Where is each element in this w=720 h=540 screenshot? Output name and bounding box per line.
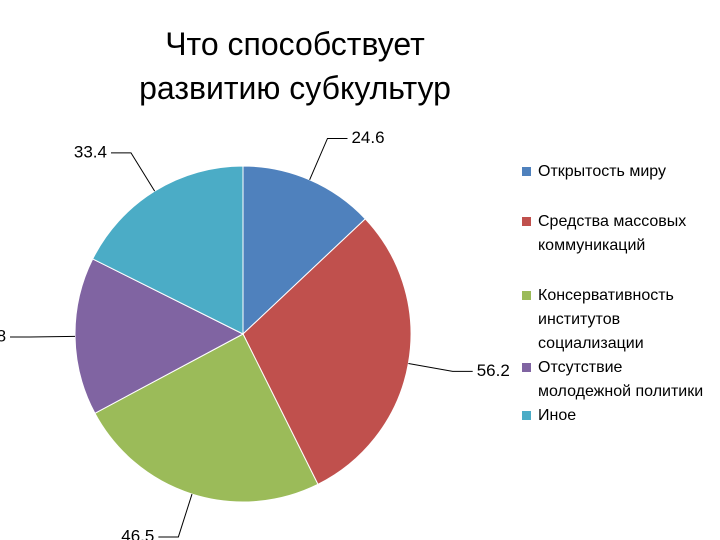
leader-line: [309, 137, 348, 180]
leader-line: [158, 493, 193, 538]
legend-swatch: [522, 167, 531, 176]
legend-entry: Отсутствие молодежной политики: [522, 356, 712, 404]
pie-slice: [242, 165, 367, 336]
chart-title: Что способствует развитию субкультур: [139, 26, 451, 106]
legend-label: Открытость миру: [538, 163, 666, 180]
legend-label: Средства массовых коммуникаций: [538, 213, 687, 254]
data-label: 46.5: [121, 526, 154, 540]
leader-line: [110, 152, 156, 192]
legend-entry: Иное: [522, 404, 712, 428]
legend-swatch: [522, 411, 531, 420]
legend-swatch: [522, 291, 531, 300]
data-label: 56.2: [477, 361, 510, 380]
legend-entry: Средства массовых коммуникаций: [522, 210, 712, 258]
legend-swatch: [522, 217, 531, 226]
legend: Открытость миру Средства массовых коммуни…: [522, 160, 712, 428]
pie-slice: [92, 165, 244, 335]
data-label: 24.6: [351, 128, 384, 147]
legend-swatch: [522, 363, 531, 372]
leader-line: [10, 335, 76, 338]
leader-line: [408, 363, 473, 372]
data-label: 33.4: [74, 142, 107, 161]
legend-entry: Консервативность институтов социализации: [522, 284, 712, 356]
legend-label: Консервативность институтов социализации: [538, 287, 674, 352]
legend-entry: Открытость миру: [522, 160, 712, 184]
data-label: 28.8: [0, 326, 6, 345]
pie-slice: [94, 333, 319, 503]
legend-label: Отсутствие молодежной политики: [538, 359, 704, 400]
legend-label: Иное: [538, 407, 577, 424]
pie-slice: [74, 258, 245, 414]
